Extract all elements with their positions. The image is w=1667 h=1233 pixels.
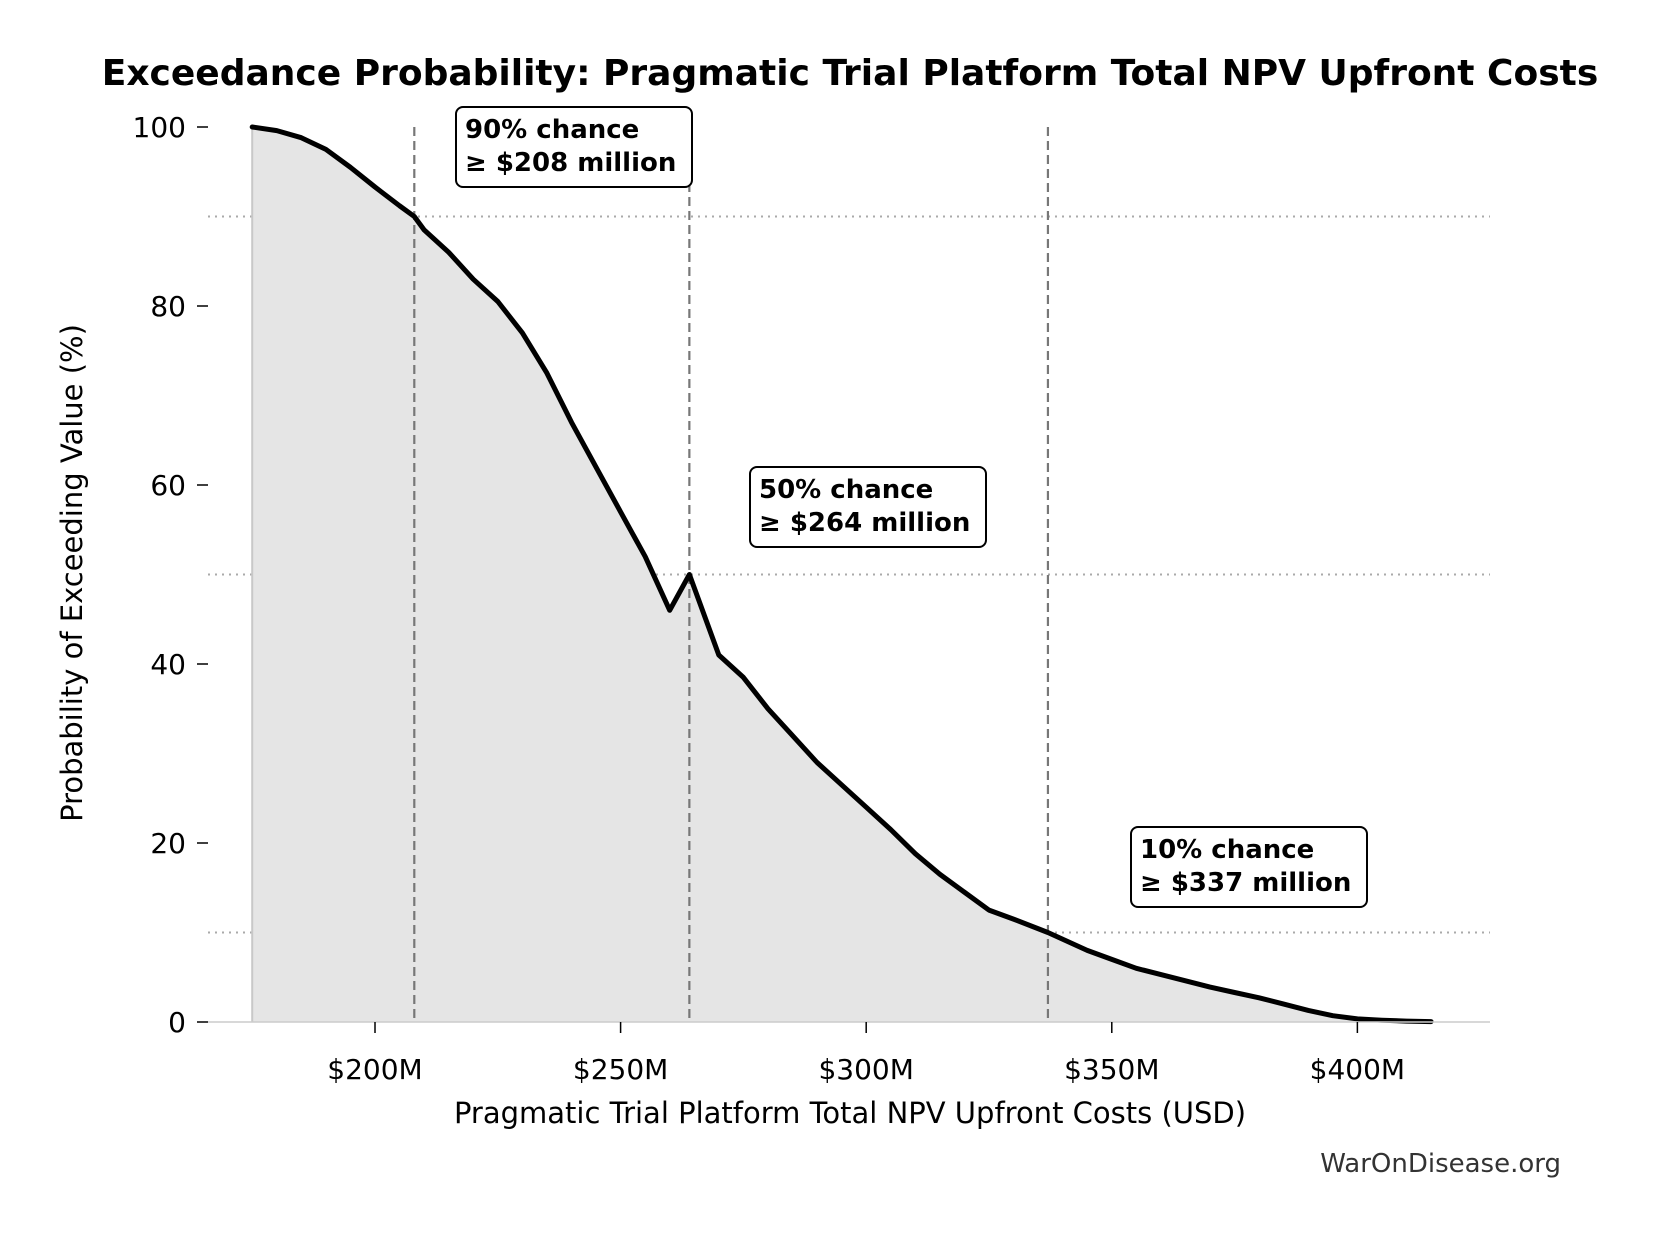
annotation-line1: 90% chance: [465, 115, 639, 145]
exceedance-area: [252, 127, 1432, 1022]
annotation-line2: ≥ $208 million: [465, 148, 676, 178]
y-tick-label: 20: [150, 827, 186, 860]
annotation-box: [749, 466, 987, 548]
annotation-line1: 10% chance: [1140, 835, 1314, 865]
x-tick-label: $350M: [1064, 1053, 1159, 1086]
annotation-line1: 50% chance: [759, 475, 933, 505]
y-tick-label: 0: [168, 1006, 186, 1039]
x-tick-label: $300M: [818, 1053, 913, 1086]
y-tick-label: 60: [150, 469, 186, 502]
y-tick-label: 100: [133, 111, 186, 144]
y-tick-label: 40: [150, 648, 186, 681]
y-axis-label: Probability of Exceeding Value (%): [55, 324, 89, 822]
chart-title: Exceedance Probability: Pragmatic Trial …: [102, 53, 1599, 94]
annotation-box: [1130, 826, 1368, 908]
x-tick-label: $250M: [573, 1053, 668, 1086]
x-tick-label: $200M: [327, 1053, 422, 1086]
annotation-line2: ≥ $337 million: [1140, 868, 1351, 898]
annotation-line2: ≥ $264 million: [759, 508, 970, 538]
annotation-box: [455, 106, 693, 188]
y-tick-label: 80: [150, 290, 186, 323]
x-tick-label: $400M: [1310, 1053, 1405, 1086]
credit-text: WarOnDisease.org: [1320, 1149, 1561, 1179]
x-axis-label: Pragmatic Trial Platform Total NPV Upfro…: [454, 1096, 1246, 1130]
exceedance-curve: [249, 124, 1434, 1025]
plot-area: 0 20 40 60 80 100 $200M $250M $300M $350M $400M 90%…: [133, 106, 1490, 1086]
